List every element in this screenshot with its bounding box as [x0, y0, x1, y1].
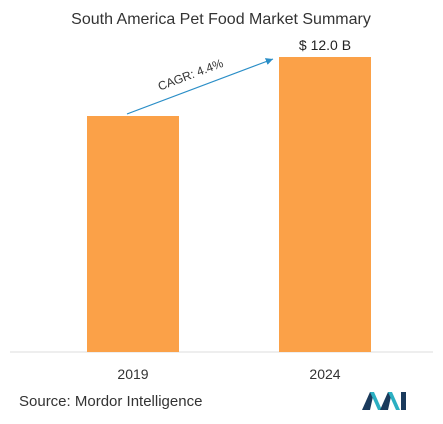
- bar-2024: [279, 57, 371, 352]
- cagr-arrow: [126, 58, 274, 115]
- chart-title: South America Pet Food Market Summary: [71, 11, 371, 28]
- bar-2019: [87, 116, 179, 352]
- mordor-intelligence-logo-icon: [362, 392, 406, 410]
- data-label-2024: $ 12.0 B: [299, 37, 351, 53]
- cagr-annotation: CAGR: 4.4%: [156, 56, 226, 93]
- source-text: Source: Mordor Intelligence: [19, 393, 203, 410]
- x-tick-label-2019: 2019: [117, 366, 148, 382]
- chart: South America Pet Food Market Summary $ …: [10, 11, 433, 382]
- x-tick-label-2024: 2024: [309, 366, 340, 382]
